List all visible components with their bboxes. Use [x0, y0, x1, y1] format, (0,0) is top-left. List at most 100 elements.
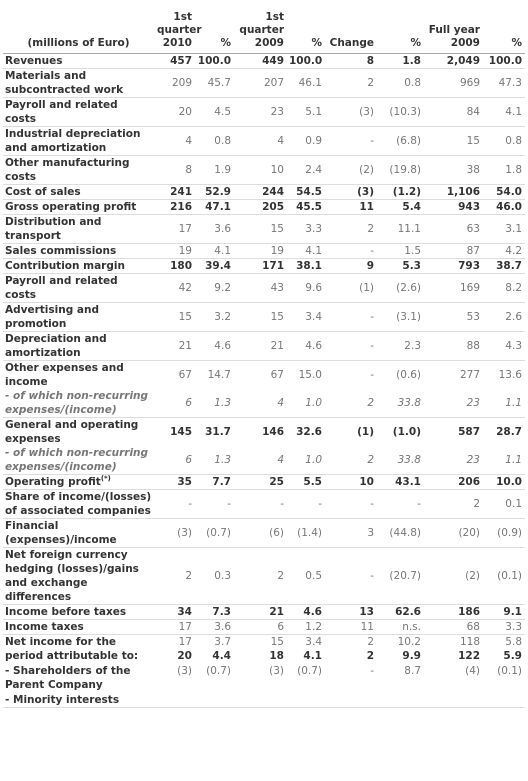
cell-value: (10.3)	[377, 97, 424, 127]
cell-value: 3	[325, 518, 377, 548]
cell-value: 205	[234, 199, 287, 215]
cell-value: 67	[270, 368, 284, 381]
cell-value: 3.4	[287, 302, 325, 332]
col-header: Change	[329, 36, 374, 49]
cell-value: (2.6)	[377, 273, 424, 303]
row-label-text: Operating profit	[5, 475, 101, 488]
minority-label: - Minority interests	[5, 693, 120, 706]
table-row: Income taxes 17 3.6 6 1.2 11 n.s. 68 3.3	[3, 619, 525, 635]
row-label: Payroll and related costs	[3, 273, 155, 303]
cell-value: 1.1	[483, 388, 525, 418]
cell-value-total: 15	[270, 635, 284, 648]
cell-value: 8	[325, 53, 377, 69]
cell-value: 63	[424, 214, 483, 244]
cell-value-parent: 2	[366, 650, 374, 662]
cell-value: (2)	[325, 155, 377, 185]
cell-value: 793	[424, 258, 483, 274]
row-label-text: Industrial depreciation and amortization	[5, 127, 141, 154]
cell-value: 0.9	[287, 126, 325, 156]
cell-value: 9.1	[483, 604, 525, 620]
cell-value-parent: 9.9	[402, 650, 421, 662]
cell-value: 33.8	[377, 445, 424, 475]
cell-value: 277	[459, 368, 480, 381]
cell-value: 449	[234, 53, 287, 69]
cell-value: 2	[424, 489, 483, 519]
row-label: Advertising and promotion	[3, 302, 155, 332]
cell-value: 207	[234, 68, 287, 98]
cell-value: 47.1	[195, 199, 234, 215]
cell-value: 2.4	[287, 155, 325, 185]
cell-value: 43.1	[377, 474, 424, 490]
cell-value: (20)	[424, 518, 483, 548]
col-header: %	[311, 36, 322, 49]
cell-value: 1.9	[195, 155, 234, 185]
cell-value: 8.2	[483, 273, 525, 303]
cell-value: 100.0	[483, 53, 525, 69]
cell-value: 171	[234, 258, 287, 274]
cell-value: 1,106	[424, 184, 483, 200]
cell-value: 33.8	[377, 388, 424, 418]
cell-value: 38.7	[483, 258, 525, 274]
cell-value-total: 118	[459, 635, 480, 648]
row-label: Depreciation and amortization	[3, 331, 155, 361]
cell-value: 1.3	[195, 445, 234, 475]
row-label: Revenues	[3, 53, 155, 69]
cell-value: 45.5	[287, 199, 325, 215]
cell-value: 206	[424, 474, 483, 490]
cell-value: 4.5	[195, 97, 234, 127]
table-row: Distribution and transport 17 3.6 15 3.3 2 11.…	[3, 214, 525, 244]
row-label-text: Other manufacturing costs	[5, 156, 130, 183]
row-label-text: Contribution margin	[5, 259, 125, 272]
row-label-text: Gross operating profit	[5, 200, 137, 213]
cell-value: 3.1	[483, 214, 525, 244]
cell-value: 35	[155, 474, 195, 490]
cell-stack: 3.4 4.1 (0.7)	[287, 634, 325, 708]
header-label: (millions of Euro)	[27, 36, 130, 49]
row-label-text: Depreciation and amortization	[5, 332, 107, 359]
cell-value: 9.2	[195, 273, 234, 303]
parent-company-label: - Shareholders of the Parent Company	[5, 664, 131, 692]
row-label: Cost of sales	[3, 184, 155, 200]
cell-value: (0.1)	[483, 547, 525, 605]
row-label: Share of income/(losses) of associated c…	[3, 489, 155, 519]
cell-value-parent: 20	[177, 650, 192, 662]
cell-value: 1.3	[195, 388, 234, 418]
cell-value: 84	[424, 97, 483, 127]
cell-value-minority: -	[370, 664, 374, 677]
row-label: Payroll and related costs	[3, 97, 155, 127]
cell-value: 15	[234, 214, 287, 244]
cell-value: 67	[178, 368, 192, 381]
cell-value: 47.3	[483, 68, 525, 98]
cell-value: 3.6	[195, 214, 234, 244]
cell-value: 0.3	[195, 547, 234, 605]
row-label-text: Materials and subcontracted work	[5, 69, 124, 96]
col-header: Full year 2009	[428, 23, 480, 49]
cell-value: -	[325, 243, 377, 259]
cell-value: 11	[325, 199, 377, 215]
cell-value: 3.3	[287, 214, 325, 244]
cell-value: -	[377, 489, 424, 519]
cell-value: 943	[424, 199, 483, 215]
cell-value: 46.1	[287, 68, 325, 98]
cell-value: 2.6	[483, 302, 525, 332]
cell-value: 23	[424, 445, 483, 475]
cell-value: 4	[234, 388, 287, 418]
cell-value: 32.6	[296, 425, 322, 438]
row-label-text: Advertising and promotion	[5, 303, 99, 330]
table-row: Payroll and related costs 42 9.2 43 9.6 (1) (2…	[3, 273, 525, 303]
cell-value: 23	[234, 97, 287, 127]
table-row: Operating profit(*) 35 7.7 25 5.5 10 43.1 206 10…	[3, 474, 525, 490]
cell-value: 4	[234, 445, 287, 475]
table-row: Materials and subcontracted work 209 45.7 2…	[3, 68, 525, 98]
footnote-marker: (*)	[100, 474, 111, 482]
cell-value-total: 17	[178, 635, 192, 648]
cell-value: 10	[325, 474, 377, 490]
table-row: Share of income/(losses) of associated c…	[3, 489, 525, 519]
cell-value: 4.1	[483, 97, 525, 127]
cell-value: 969	[424, 68, 483, 98]
cell-value: 28.7	[496, 425, 522, 438]
cell-value: 38.1	[287, 258, 325, 274]
cell-value: 20	[155, 97, 195, 127]
row-label-text: Cost of sales	[5, 185, 81, 198]
cell-value: 11	[325, 619, 377, 635]
